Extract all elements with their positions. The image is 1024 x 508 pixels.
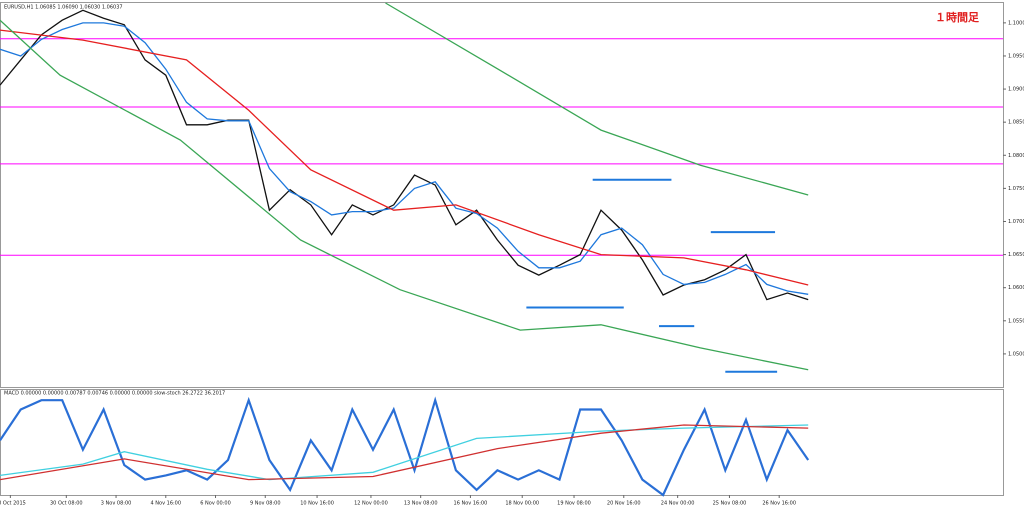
x-tick-label: 24 Nov 00:00 [661,501,695,507]
y-tick-label: 1.09000 [1008,87,1024,93]
series-line [0,29,809,286]
series-line [0,424,809,481]
y-tick-label: 1.07500 [1008,186,1024,192]
y-tick-label: 1.06000 [1008,285,1024,291]
x-tick-label: 13 Nov 08:00 [404,501,438,507]
oscillator-pane-title: MACD 0.00000 0.00000 0.00787 0.00746 0.0… [4,391,225,397]
x-tick-label: 3 Nov 08:00 [101,501,132,507]
annotation: １時間足 [935,10,980,24]
y-tick-label: 1.10000 [1008,20,1024,26]
y-tick-label: 1.07000 [1008,219,1024,225]
price-frame [0,2,1004,388]
x-tick-label: 16 Nov 16:00 [454,501,488,507]
y-tick-label: 1.05000 [1008,351,1024,357]
y-tick-label: 1.08000 [1008,153,1024,159]
x-tick-label: 4 Nov 16:00 [151,501,182,507]
series-line [385,2,809,196]
series-line [0,19,809,371]
series-line [0,9,809,301]
x-tick-label: 19 Nov 08:00 [557,501,591,507]
oscillator-frame [0,389,1004,496]
x-tick-label: 10 Nov 16:00 [300,501,334,507]
x-tick-label: 28 Oct 2015 [0,501,26,507]
y-tick-label: 1.08500 [1008,120,1024,126]
x-tick-label: 20 Nov 16:00 [607,501,641,507]
x-tick-label: 9 Nov 08:00 [250,501,281,507]
y-tick-label: 1.09500 [1008,53,1024,59]
x-tick-label: 18 Nov 00:00 [505,501,539,507]
x-tick-label: 12 Nov 00:00 [354,501,388,507]
series-line [0,22,809,295]
x-tick-label: 26 Nov 16:00 [762,501,796,507]
x-tick-label: 6 Nov 00:00 [200,501,231,507]
y-tick-label: 1.06500 [1008,252,1024,258]
series-line [0,396,810,497]
y-tick-label: 1.05500 [1008,318,1024,324]
price-pane-title: EURUSD,H1 1.06085 1.06090 1.06030 1.0603… [4,5,123,11]
x-tick-label: 30 Oct 08:00 [50,501,83,507]
x-tick-label: 25 Nov 08:00 [713,501,747,507]
